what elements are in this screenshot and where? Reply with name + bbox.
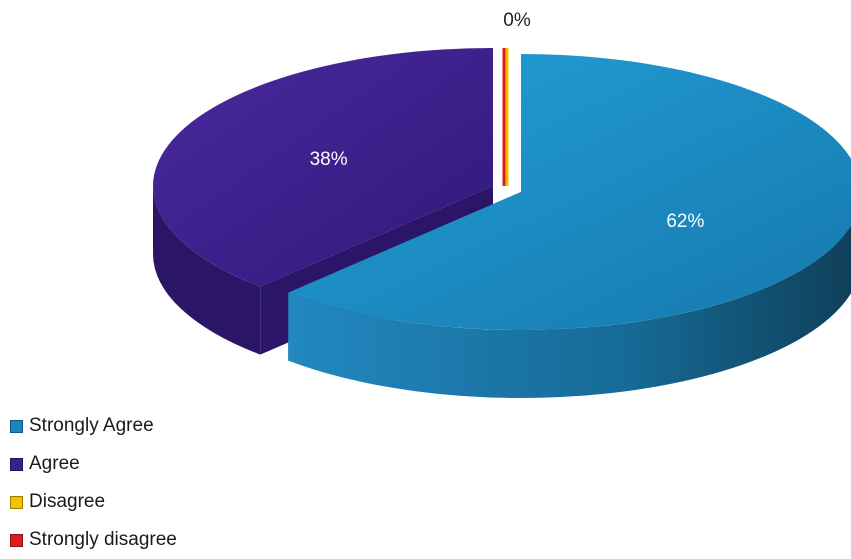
pie-slice-agree [153, 48, 494, 287]
legend-item-strongly-agree: Strongly Agree [10, 407, 177, 445]
legend-swatch-strongly-disagree [10, 533, 23, 547]
data-label-agree: 38% [310, 149, 348, 170]
legend-item-disagree: Disagree [10, 483, 177, 521]
legend-label-disagree: Disagree [29, 491, 106, 512]
legend-item-strongly-disagree: Strongly disagree [10, 521, 177, 559]
legend-label-strongly-disagree: Strongly disagree [29, 529, 177, 550]
legend-label-agree: Agree [29, 453, 80, 474]
legend-label-strongly-agree: Strongly Agree [29, 415, 154, 436]
legend-swatch-disagree [10, 495, 23, 509]
data-label-disagree: 0% [503, 10, 531, 31]
legend-swatch-agree [10, 457, 23, 471]
pie-side-agree [153, 186, 261, 355]
pie-slice-strongly-agree [288, 54, 851, 330]
legend: Strongly Agree Agree Disagree Strongly d… [10, 407, 177, 559]
pie-side-strongly-agree [288, 225, 851, 398]
legend-swatch-strongly-agree [10, 419, 23, 433]
data-label-strongly-agree: 62% [666, 211, 704, 232]
legend-item-agree: Agree [10, 445, 177, 483]
